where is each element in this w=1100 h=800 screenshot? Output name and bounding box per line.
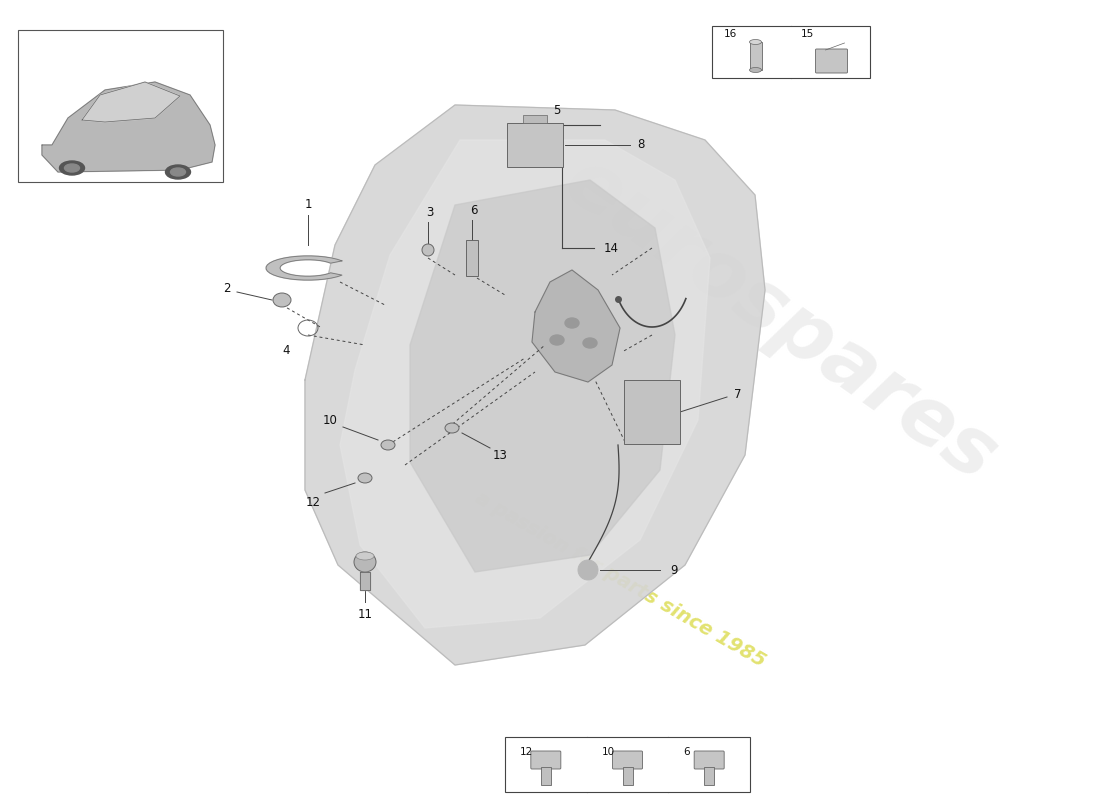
Polygon shape: [82, 82, 180, 122]
Bar: [466, 240, 478, 276]
Ellipse shape: [381, 440, 395, 450]
Ellipse shape: [550, 335, 564, 345]
Bar: [507, 123, 563, 167]
Bar: [749, 42, 761, 70]
Text: eurospares: eurospares: [549, 142, 1011, 498]
Text: 15: 15: [801, 29, 814, 39]
Text: 1: 1: [305, 198, 311, 211]
Polygon shape: [340, 140, 710, 628]
Text: 12: 12: [306, 497, 320, 510]
Ellipse shape: [749, 67, 761, 73]
Ellipse shape: [749, 39, 761, 45]
Text: 5: 5: [553, 103, 561, 117]
FancyBboxPatch shape: [694, 751, 724, 769]
Bar: [712, 26, 870, 78]
Bar: [704, 767, 714, 785]
Text: 11: 11: [358, 607, 373, 621]
FancyBboxPatch shape: [613, 751, 642, 769]
Ellipse shape: [565, 318, 579, 328]
Text: 2: 2: [223, 282, 231, 294]
Text: 12: 12: [520, 747, 534, 757]
Bar: [624, 380, 680, 444]
Bar: [541, 767, 551, 785]
Text: 10: 10: [602, 747, 615, 757]
Text: 10: 10: [322, 414, 338, 426]
Circle shape: [578, 560, 598, 580]
Text: 7: 7: [734, 387, 741, 401]
Text: 13: 13: [493, 450, 507, 462]
Ellipse shape: [422, 244, 435, 256]
Text: 9: 9: [670, 563, 678, 577]
Ellipse shape: [358, 473, 372, 483]
Text: 14: 14: [604, 242, 619, 254]
Ellipse shape: [583, 338, 597, 348]
Text: 6: 6: [683, 747, 690, 757]
Polygon shape: [360, 572, 370, 590]
Text: 16: 16: [724, 29, 737, 39]
Ellipse shape: [354, 552, 376, 572]
Polygon shape: [266, 256, 342, 280]
Polygon shape: [42, 82, 214, 172]
Polygon shape: [410, 180, 675, 572]
Bar: [505, 737, 750, 792]
Bar: [18, 30, 223, 182]
FancyBboxPatch shape: [815, 49, 847, 73]
Bar: [623, 767, 632, 785]
Ellipse shape: [273, 293, 292, 307]
Ellipse shape: [165, 165, 190, 179]
Polygon shape: [532, 270, 620, 382]
Polygon shape: [305, 105, 764, 665]
Text: a passion for parts since 1985: a passion for parts since 1985: [472, 489, 769, 671]
Bar: [522, 115, 547, 123]
Ellipse shape: [170, 168, 186, 176]
FancyBboxPatch shape: [531, 751, 561, 769]
Ellipse shape: [356, 552, 374, 560]
Text: 8: 8: [637, 138, 645, 151]
Text: 6: 6: [470, 203, 477, 217]
Text: 4: 4: [283, 343, 289, 357]
Ellipse shape: [65, 164, 79, 172]
Ellipse shape: [59, 161, 85, 175]
Text: 3: 3: [427, 206, 433, 218]
Ellipse shape: [446, 423, 459, 433]
